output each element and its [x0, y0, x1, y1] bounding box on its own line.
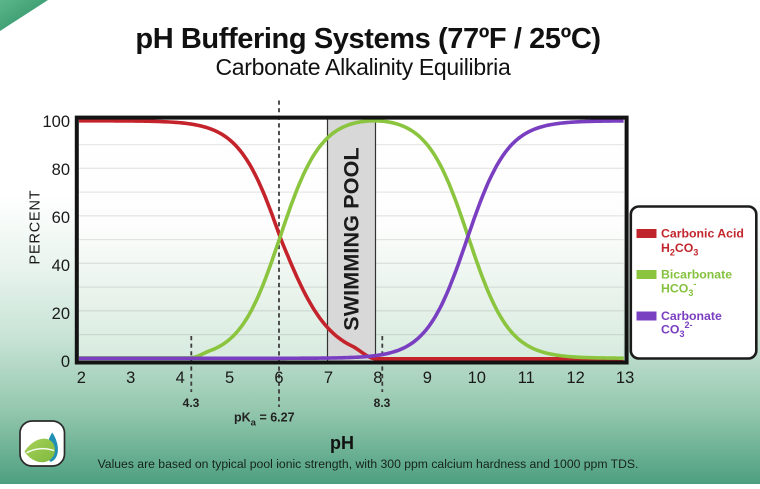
- svg-text:10: 10: [468, 369, 486, 387]
- svg-text:5: 5: [225, 369, 234, 387]
- svg-text:60: 60: [52, 209, 70, 227]
- svg-text:4: 4: [176, 369, 185, 387]
- svg-text:13: 13: [616, 369, 634, 387]
- svg-text:PERCENT: PERCENT: [28, 190, 44, 265]
- svg-text:pKa = 6.27: pKa = 6.27: [234, 411, 295, 429]
- svg-text:HCO3-: HCO3-: [661, 279, 696, 298]
- svg-text:12: 12: [566, 369, 584, 387]
- svg-text:20: 20: [52, 305, 70, 323]
- svg-text:2: 2: [77, 369, 86, 387]
- svg-text:11: 11: [518, 369, 535, 387]
- svg-text:9: 9: [423, 369, 432, 387]
- svg-text:Carbonate Alkalinity Equilibri: Carbonate Alkalinity Equilibria: [216, 54, 511, 80]
- svg-text:8: 8: [373, 369, 382, 387]
- svg-text:40: 40: [52, 257, 70, 275]
- svg-text:100: 100: [42, 113, 70, 131]
- svg-text:0: 0: [61, 353, 70, 371]
- svg-text:Carbonate: Carbonate: [661, 309, 722, 323]
- svg-text:6: 6: [274, 369, 283, 387]
- svg-text:Values are based on typical po: Values are based on typical pool ionic s…: [98, 457, 639, 471]
- svg-text:7: 7: [324, 369, 333, 387]
- svg-text:8.3: 8.3: [374, 396, 391, 410]
- svg-text:4.3: 4.3: [183, 396, 200, 410]
- svg-text:Carbonic Acid: Carbonic Acid: [661, 227, 744, 241]
- svg-text:Bicarbonate: Bicarbonate: [661, 268, 732, 282]
- svg-text:pH: pH: [330, 433, 354, 453]
- svg-text:80: 80: [52, 161, 70, 179]
- svg-text:SWIMMING POOL: SWIMMING POOL: [339, 147, 363, 331]
- svg-text:3: 3: [126, 369, 135, 387]
- svg-text:pH Buffering Systems (77ºF / 2: pH Buffering Systems (77ºF / 25ºC): [135, 23, 600, 55]
